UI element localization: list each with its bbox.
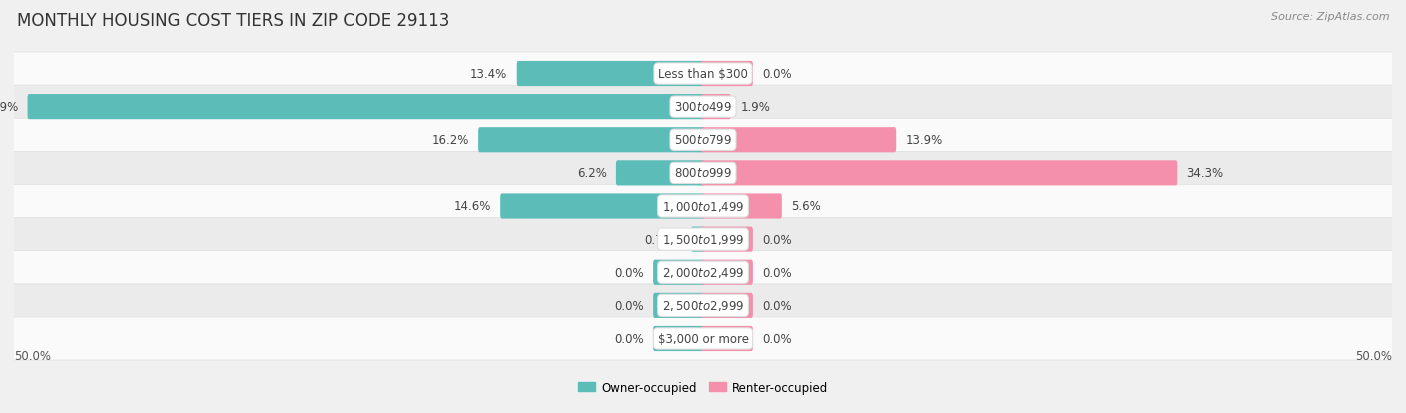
FancyBboxPatch shape bbox=[702, 326, 752, 351]
FancyBboxPatch shape bbox=[702, 161, 1177, 186]
Text: 0.0%: 0.0% bbox=[614, 266, 644, 279]
FancyBboxPatch shape bbox=[6, 284, 1400, 327]
FancyBboxPatch shape bbox=[6, 317, 1400, 360]
FancyBboxPatch shape bbox=[6, 86, 1400, 129]
Text: 0.0%: 0.0% bbox=[614, 299, 644, 312]
FancyBboxPatch shape bbox=[6, 218, 1400, 261]
Text: $3,000 or more: $3,000 or more bbox=[658, 332, 748, 345]
Text: $1,000 to $1,499: $1,000 to $1,499 bbox=[662, 199, 744, 214]
Text: 34.3%: 34.3% bbox=[1187, 167, 1223, 180]
Text: $500 to $799: $500 to $799 bbox=[673, 134, 733, 147]
FancyBboxPatch shape bbox=[517, 62, 704, 87]
Text: 0.0%: 0.0% bbox=[762, 299, 792, 312]
Text: 0.75%: 0.75% bbox=[644, 233, 682, 246]
Text: 0.0%: 0.0% bbox=[762, 332, 792, 345]
FancyBboxPatch shape bbox=[501, 194, 704, 219]
FancyBboxPatch shape bbox=[616, 161, 704, 186]
Text: 50.0%: 50.0% bbox=[14, 349, 51, 363]
Text: $1,500 to $1,999: $1,500 to $1,999 bbox=[662, 233, 744, 247]
Text: 16.2%: 16.2% bbox=[432, 134, 468, 147]
FancyBboxPatch shape bbox=[28, 95, 704, 120]
FancyBboxPatch shape bbox=[690, 227, 704, 252]
FancyBboxPatch shape bbox=[654, 326, 704, 351]
Text: $300 to $499: $300 to $499 bbox=[673, 101, 733, 114]
Text: 13.9%: 13.9% bbox=[905, 134, 943, 147]
Text: $2,500 to $2,999: $2,500 to $2,999 bbox=[662, 299, 744, 313]
Text: 5.6%: 5.6% bbox=[792, 200, 821, 213]
FancyBboxPatch shape bbox=[6, 53, 1400, 96]
Text: $800 to $999: $800 to $999 bbox=[673, 167, 733, 180]
FancyBboxPatch shape bbox=[702, 95, 731, 120]
Text: 13.4%: 13.4% bbox=[470, 68, 508, 81]
FancyBboxPatch shape bbox=[702, 62, 752, 87]
Text: Less than $300: Less than $300 bbox=[658, 68, 748, 81]
FancyBboxPatch shape bbox=[6, 152, 1400, 195]
Legend: Owner-occupied, Renter-occupied: Owner-occupied, Renter-occupied bbox=[572, 376, 834, 399]
FancyBboxPatch shape bbox=[478, 128, 704, 153]
Text: 50.0%: 50.0% bbox=[1355, 349, 1392, 363]
Text: 0.0%: 0.0% bbox=[614, 332, 644, 345]
Text: $2,000 to $2,499: $2,000 to $2,499 bbox=[662, 266, 744, 280]
FancyBboxPatch shape bbox=[6, 119, 1400, 162]
FancyBboxPatch shape bbox=[654, 293, 704, 318]
FancyBboxPatch shape bbox=[6, 185, 1400, 228]
Text: 0.0%: 0.0% bbox=[762, 68, 792, 81]
Text: 48.9%: 48.9% bbox=[0, 101, 18, 114]
FancyBboxPatch shape bbox=[654, 260, 704, 285]
Text: 0.0%: 0.0% bbox=[762, 266, 792, 279]
FancyBboxPatch shape bbox=[702, 227, 752, 252]
Text: 6.2%: 6.2% bbox=[576, 167, 606, 180]
FancyBboxPatch shape bbox=[6, 251, 1400, 294]
FancyBboxPatch shape bbox=[702, 128, 896, 153]
FancyBboxPatch shape bbox=[702, 194, 782, 219]
Text: 1.9%: 1.9% bbox=[740, 101, 770, 114]
Text: MONTHLY HOUSING COST TIERS IN ZIP CODE 29113: MONTHLY HOUSING COST TIERS IN ZIP CODE 2… bbox=[17, 12, 450, 30]
FancyBboxPatch shape bbox=[702, 293, 752, 318]
Text: Source: ZipAtlas.com: Source: ZipAtlas.com bbox=[1271, 12, 1389, 22]
Text: 14.6%: 14.6% bbox=[453, 200, 491, 213]
Text: 0.0%: 0.0% bbox=[762, 233, 792, 246]
FancyBboxPatch shape bbox=[702, 260, 752, 285]
